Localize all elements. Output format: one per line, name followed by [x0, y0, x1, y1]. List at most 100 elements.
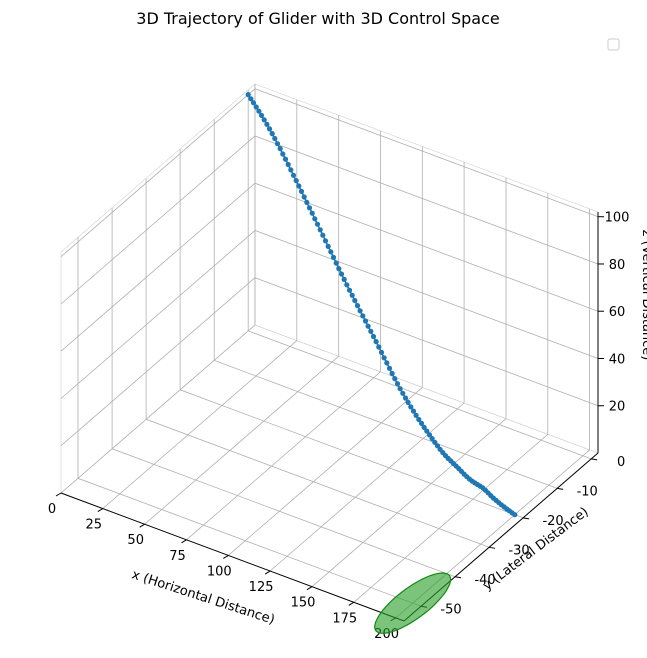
x-tick — [264, 570, 271, 575]
trajectory-point — [402, 395, 409, 401]
trajectory-point — [269, 131, 275, 137]
chart-title: 3D Trajectory of Glider with 3D Control … — [136, 9, 499, 28]
x-tick — [348, 601, 355, 606]
grid-line-y — [213, 119, 558, 489]
trajectory-point — [368, 328, 374, 334]
y-tick-label: -40 — [474, 573, 495, 588]
trajectory-point — [352, 297, 358, 304]
x-axis-label: x (Horizontal Distance) — [130, 567, 277, 627]
trajectory-point — [301, 194, 307, 200]
trajectory-point — [344, 282, 350, 288]
trajectory-point — [248, 96, 254, 102]
z-axis-label: z (Vertical Distance) — [639, 230, 647, 361]
trajectory-point — [298, 188, 305, 194]
control-space-layer — [374, 572, 452, 634]
trajectory-point — [330, 254, 337, 260]
trajectory-point — [400, 390, 406, 396]
trajectory-point — [336, 266, 342, 272]
trajectory-point — [357, 308, 363, 314]
trajectory-point — [432, 439, 438, 445]
z-tick-label: 60 — [609, 305, 626, 320]
trajectory-point — [304, 199, 310, 205]
grid-line-x — [395, 208, 590, 619]
y-tick — [454, 576, 462, 579]
trajectory-point — [333, 260, 339, 266]
y-tick-label: 0 — [617, 455, 625, 470]
trajectory-layer — [245, 92, 518, 518]
grid-line-z — [60, 88, 599, 258]
trajectory-point — [381, 355, 387, 361]
x-tick — [306, 586, 313, 591]
x-tick — [139, 523, 145, 528]
legend-box — [607, 38, 620, 51]
trajectory-point — [272, 135, 278, 142]
trajectory-point — [253, 104, 259, 110]
trajectory-point — [410, 408, 417, 414]
grid-line-z — [60, 230, 599, 399]
trajectory-point — [418, 420, 425, 426]
trajectory-point — [274, 141, 281, 147]
trajectory-point — [312, 216, 318, 222]
y-tick — [557, 487, 564, 490]
trajectory-point — [429, 436, 435, 442]
trajectory-point — [266, 126, 273, 132]
trajectory-point — [349, 292, 355, 298]
x-tick-label: 150 — [291, 596, 316, 611]
trajectory-point — [245, 92, 251, 98]
trajectory-point — [421, 424, 427, 430]
trajectory-point — [341, 276, 347, 282]
trajectory-point — [250, 100, 257, 106]
y-tick-label: -10 — [577, 484, 598, 499]
trajectory-point — [378, 349, 385, 355]
trajectory-point — [365, 323, 371, 329]
trajectory-point — [285, 161, 291, 168]
y-tick-label: -20 — [542, 514, 563, 529]
back-left-pane — [60, 83, 256, 494]
trajectory-point — [389, 370, 395, 377]
trajectory-point — [264, 121, 270, 127]
trajectory-point — [322, 238, 329, 244]
grid-line-y — [145, 178, 490, 548]
grid-line-z — [60, 277, 599, 447]
trajectory-point — [354, 303, 361, 309]
trajectory-point — [512, 512, 518, 518]
x-tick-label: 0 — [48, 502, 56, 517]
grid-line-x — [353, 193, 549, 603]
grid-line-z — [60, 135, 599, 305]
grid-line-z — [60, 182, 599, 352]
z-tick-label: 40 — [609, 353, 626, 368]
trajectory-point — [376, 344, 382, 350]
x-tick — [97, 508, 104, 513]
trajectory-point — [373, 339, 379, 345]
x-tick-label: 75 — [169, 549, 186, 564]
z-tick-label: 80 — [609, 258, 626, 273]
axes-grid — [60, 84, 599, 619]
trajectory-point — [426, 432, 433, 438]
trajectory-point — [413, 412, 419, 418]
trajectory-point — [392, 376, 398, 382]
trajectory-point — [261, 117, 267, 123]
z-tick-label: 20 — [609, 400, 626, 415]
trajectory-point — [386, 365, 393, 371]
grid-line-y — [77, 237, 422, 607]
trajectory-point — [362, 318, 369, 324]
y-tick-label: -50 — [440, 602, 461, 617]
trajectory-point — [424, 428, 430, 434]
trajectory-point — [277, 146, 283, 152]
trajectory-point — [317, 227, 323, 233]
trajectory-point — [384, 360, 390, 366]
trajectory-point — [306, 205, 313, 211]
trajectory-point — [360, 313, 366, 319]
trajectory-point — [405, 399, 411, 405]
trajectory-point — [328, 249, 334, 255]
grid-line-x — [60, 84, 256, 494]
z-tick-label: 100 — [605, 211, 630, 226]
trajectory-point — [293, 178, 299, 184]
grid-line-y — [247, 89, 592, 460]
trajectory-point — [416, 416, 422, 423]
x-tick-label: 50 — [127, 533, 144, 548]
trajectory-point — [256, 108, 262, 114]
y-tick-label: -30 — [508, 543, 529, 558]
